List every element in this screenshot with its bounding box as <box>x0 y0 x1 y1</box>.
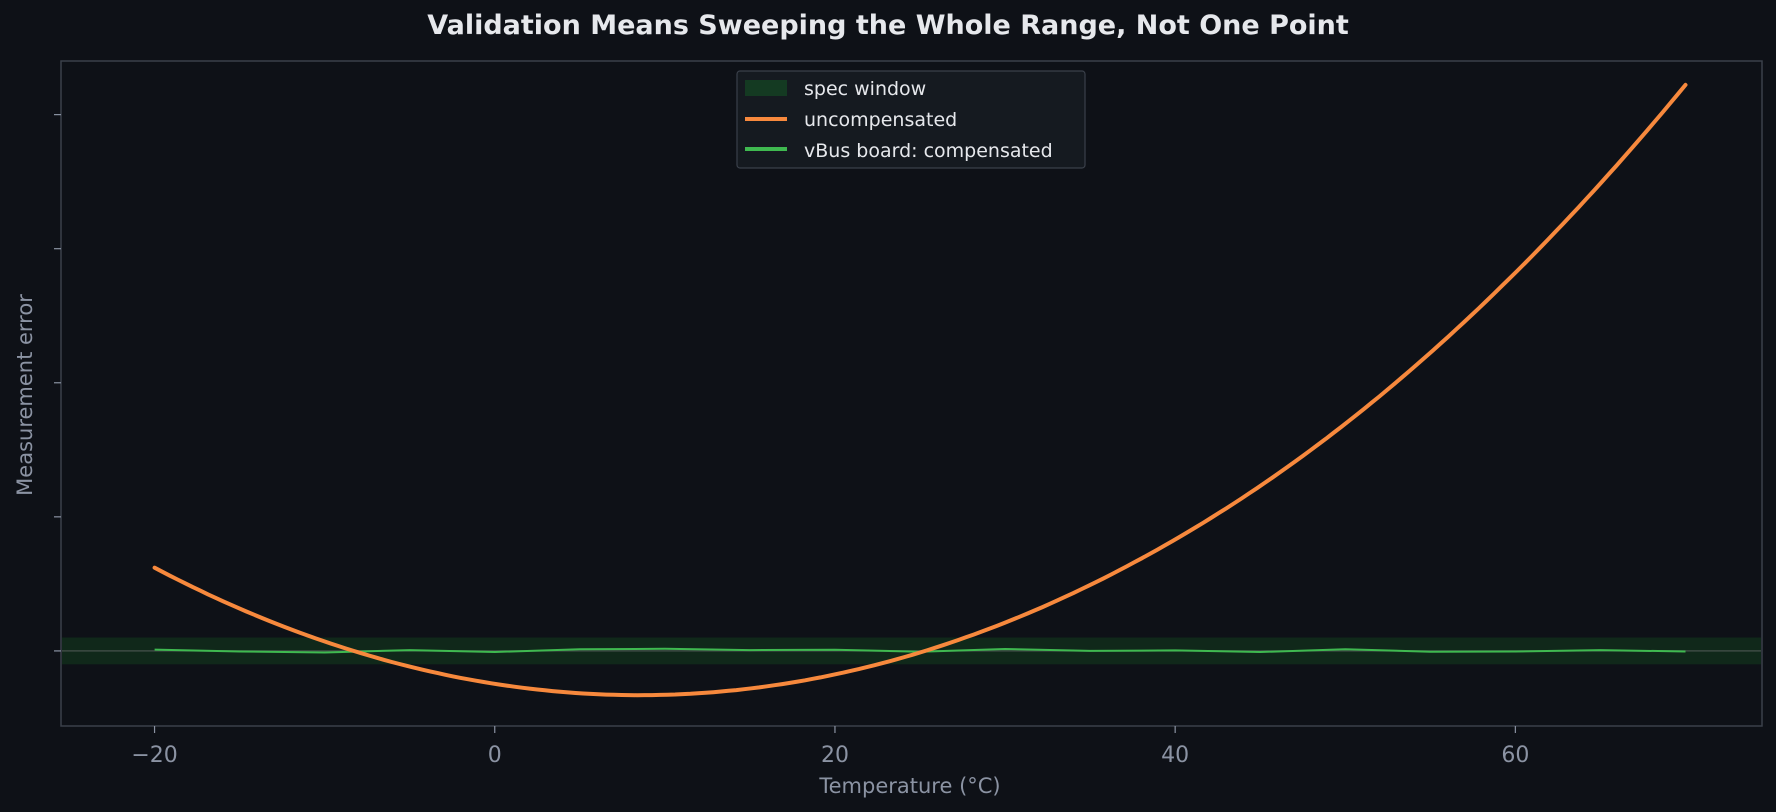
x-tick-label: 40 <box>1161 743 1189 768</box>
y-axis-label: Measurement error <box>13 294 37 496</box>
series-layer <box>152 82 1688 698</box>
legend-label-uncompensated: uncompensated <box>804 109 957 131</box>
x-tick-label: 60 <box>1501 743 1529 768</box>
chart-title: Validation Means Sweeping the Whole Rang… <box>427 10 1349 41</box>
series-line-uncompensated <box>152 82 1688 698</box>
legend-swatch-spec-window <box>745 80 787 96</box>
x-tick-label: −20 <box>131 743 177 768</box>
legend: spec window uncompensated vBus board: co… <box>736 70 1086 169</box>
axis-layer: −20 0 20 40 60 <box>54 114 1529 768</box>
legend-label-compensated: vBus board: compensated <box>804 140 1053 162</box>
legend-label-spec-window: spec window <box>804 78 926 100</box>
legend-box <box>736 70 1086 169</box>
x-tick-label: 0 <box>488 743 502 768</box>
x-axis-label: Temperature (°C) <box>818 774 1000 798</box>
plot-area <box>60 60 1763 727</box>
x-tick-label: 20 <box>821 743 849 768</box>
